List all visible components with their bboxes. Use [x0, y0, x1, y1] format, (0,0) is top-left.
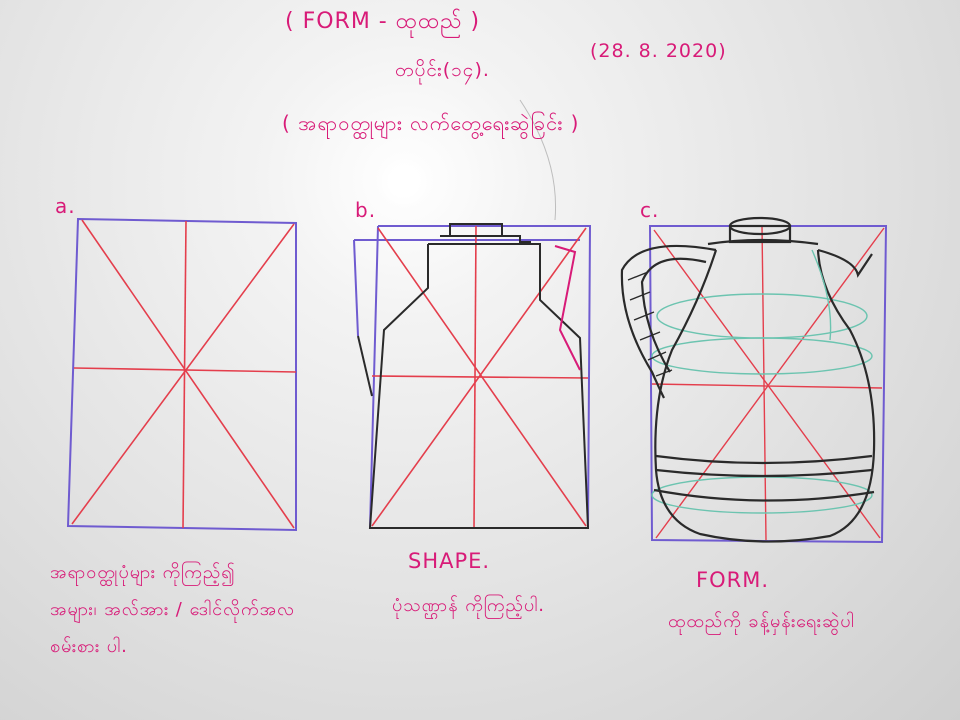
- panel-a-caption-line-2: အများ၊ အလ်အား / ဒေါင်လိုက်အလ: [50, 599, 296, 620]
- lesson-number: တပိုင်း(၁၄).: [395, 59, 490, 81]
- panel-b-caption-title: SHAPE.: [408, 549, 491, 573]
- page-title: ( FORM - ထုထည် ): [285, 9, 481, 34]
- panel-a-caption-line-1: အရာဝတ္ထုပုံများ ကိုကြည့်၍: [50, 562, 236, 583]
- subtitle: ( အရာဝတ္ထုများ လက်တွေ့ရေးဆွဲခြင်း ): [282, 111, 580, 135]
- panel-c-drawing: [620, 216, 888, 544]
- panel-a-drawing: [66, 217, 297, 532]
- light-glare: [380, 158, 428, 206]
- panel-b-caption-text: ပုံသဏ္ဌာန် ကိုကြည့်ပါ.: [392, 595, 545, 616]
- panel-b-label: b.: [355, 198, 377, 222]
- panel-a-label: a.: [55, 194, 76, 218]
- panel-c-label: c.: [640, 198, 660, 222]
- panel-b-drawing: [353, 223, 592, 529]
- panel-a-caption-line-3: စမ်းစား ပါ.: [50, 636, 128, 657]
- date-label: (28. 8. 2020): [590, 40, 727, 62]
- panel-c-caption-title: FORM.: [696, 568, 769, 592]
- panel-c-caption-text: ထုထည်ကို ခန့်မှန်းရေးဆွဲပါ: [668, 611, 855, 632]
